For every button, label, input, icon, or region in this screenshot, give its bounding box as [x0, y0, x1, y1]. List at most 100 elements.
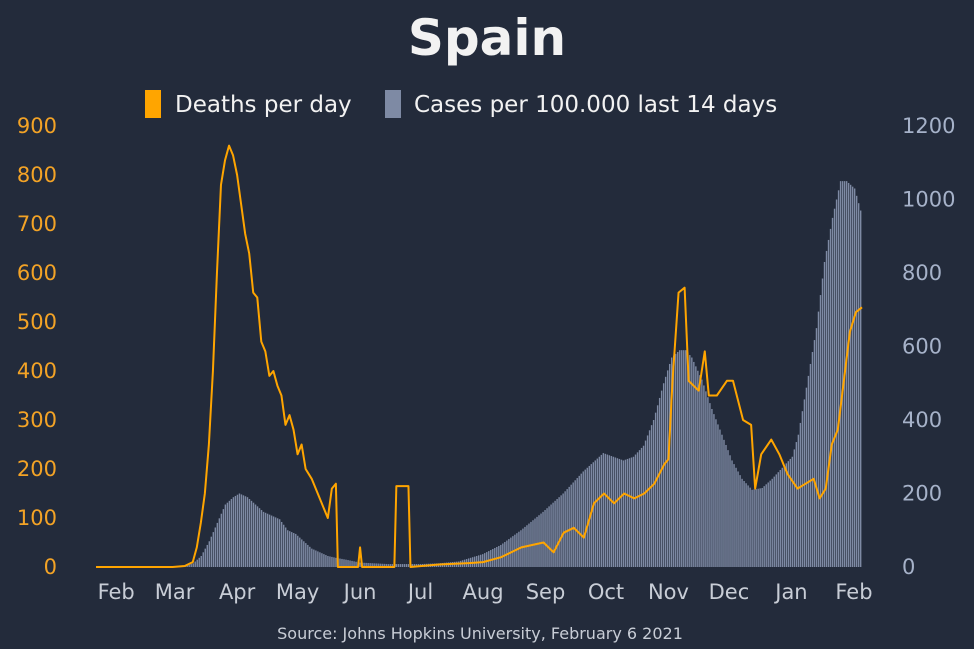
- x-axis-tick-label: Feb: [835, 580, 872, 604]
- cases-bar: [363, 562, 365, 567]
- cases-bar: [307, 544, 309, 567]
- cases-bar: [353, 561, 355, 567]
- cases-bar: [538, 515, 540, 567]
- cases-bar: [365, 562, 367, 567]
- cases-bar: [188, 564, 190, 567]
- cases-bar: [598, 456, 601, 567]
- x-axis-tick-label: Aug: [463, 580, 504, 604]
- cases-bar: [488, 551, 490, 567]
- legend-swatch-cases: [385, 90, 401, 118]
- cases-bar: [301, 539, 303, 567]
- cases-bar: [256, 506, 259, 567]
- cases-bar: [477, 555, 480, 567]
- cases-bar: [339, 558, 341, 567]
- cases-bar: [560, 495, 562, 567]
- cases-bar: [677, 352, 679, 567]
- cases-bar: [709, 403, 711, 567]
- cases-bar: [319, 552, 321, 567]
- cases-bar: [703, 385, 705, 567]
- cases-bar: [492, 549, 494, 567]
- left-axis-tick-label: 600: [17, 261, 57, 285]
- cases-bar: [805, 387, 808, 567]
- cases-bar: [367, 563, 369, 567]
- cases-bar: [580, 473, 582, 567]
- cases-bar: [662, 383, 665, 567]
- cases-bar: [821, 278, 824, 567]
- x-axis-tick-label: Mar: [155, 580, 195, 604]
- cases-bar: [373, 563, 375, 567]
- cases-bar: [274, 517, 277, 567]
- cases-bar: [799, 422, 802, 567]
- cases-bar: [395, 564, 397, 567]
- cases-bar: [787, 461, 790, 567]
- x-axis-tick-label: Jun: [342, 580, 377, 604]
- cases-bar: [743, 481, 745, 567]
- cases-bar: [498, 545, 500, 567]
- cases-bar: [200, 555, 202, 567]
- cases-bar: [196, 559, 198, 567]
- cases-bar: [542, 511, 544, 568]
- cases-bar: [204, 548, 206, 568]
- cases-bar: [564, 491, 566, 567]
- right-axis-tick-label: 200: [902, 482, 942, 506]
- cases-bar: [568, 486, 570, 567]
- cases-bar: [540, 513, 542, 567]
- cases-bar: [727, 450, 729, 567]
- cases-bar: [695, 366, 697, 567]
- cases-bar: [638, 450, 641, 567]
- cases-bar: [371, 563, 373, 567]
- cases-bar: [236, 494, 239, 567]
- cases-bar: [618, 458, 621, 567]
- cases-bar: [769, 480, 771, 567]
- cases-bar: [749, 487, 751, 567]
- x-axis-tick-label: Sep: [526, 580, 566, 604]
- cases-bar: [691, 357, 693, 567]
- cases-bar: [321, 553, 323, 567]
- cases-bar: [755, 489, 757, 567]
- cases-bar: [480, 554, 482, 567]
- cases-bar: [711, 408, 713, 567]
- cases-bar: [717, 424, 719, 567]
- cases-bar: [779, 469, 781, 567]
- cases-bar: [705, 391, 707, 567]
- cases-bar: [604, 453, 607, 567]
- cases-bar: [293, 533, 295, 567]
- cases-bar: [278, 519, 281, 567]
- cases-bar: [186, 565, 188, 567]
- cases-bar: [576, 478, 578, 567]
- cases-bar: [317, 551, 319, 567]
- cases-bar: [793, 449, 796, 567]
- cases-bar: [664, 376, 667, 567]
- cases-bar: [624, 459, 627, 567]
- cases-bar: [835, 199, 838, 567]
- cases-bar: [809, 363, 812, 567]
- cases-bar: [777, 472, 779, 567]
- cases-bar: [773, 476, 775, 567]
- cases-bar: [270, 515, 273, 567]
- cases-bar: [648, 430, 651, 567]
- cases-bar: [335, 557, 337, 567]
- x-axis-tick-label: Dec: [709, 580, 750, 604]
- cases-bar: [287, 530, 289, 567]
- cases-bar: [500, 544, 502, 567]
- cases-bar: [295, 533, 297, 567]
- cases-bar: [707, 397, 709, 567]
- cases-bar: [572, 482, 574, 567]
- cases-bar: [841, 181, 844, 568]
- cases-bar: [254, 504, 257, 567]
- cases-bar: [248, 499, 251, 567]
- cases-bar: [731, 460, 733, 567]
- legend-label-cases: Cases per 100.000 last 14 days: [414, 92, 777, 118]
- right-axis-tick-label: 1000: [902, 188, 955, 212]
- left-axis-tick-label: 400: [17, 359, 57, 383]
- cases-bar: [218, 518, 221, 567]
- cases-bar: [252, 502, 255, 567]
- cases-bar: [859, 210, 862, 567]
- cases-bar: [399, 564, 401, 567]
- left-axis-tick-label: 300: [17, 408, 57, 432]
- cases-bar: [827, 239, 830, 567]
- cases-bar: [723, 439, 725, 567]
- cases-bar: [783, 465, 785, 567]
- cases-bar: [849, 184, 852, 568]
- cases-bar: [210, 536, 213, 567]
